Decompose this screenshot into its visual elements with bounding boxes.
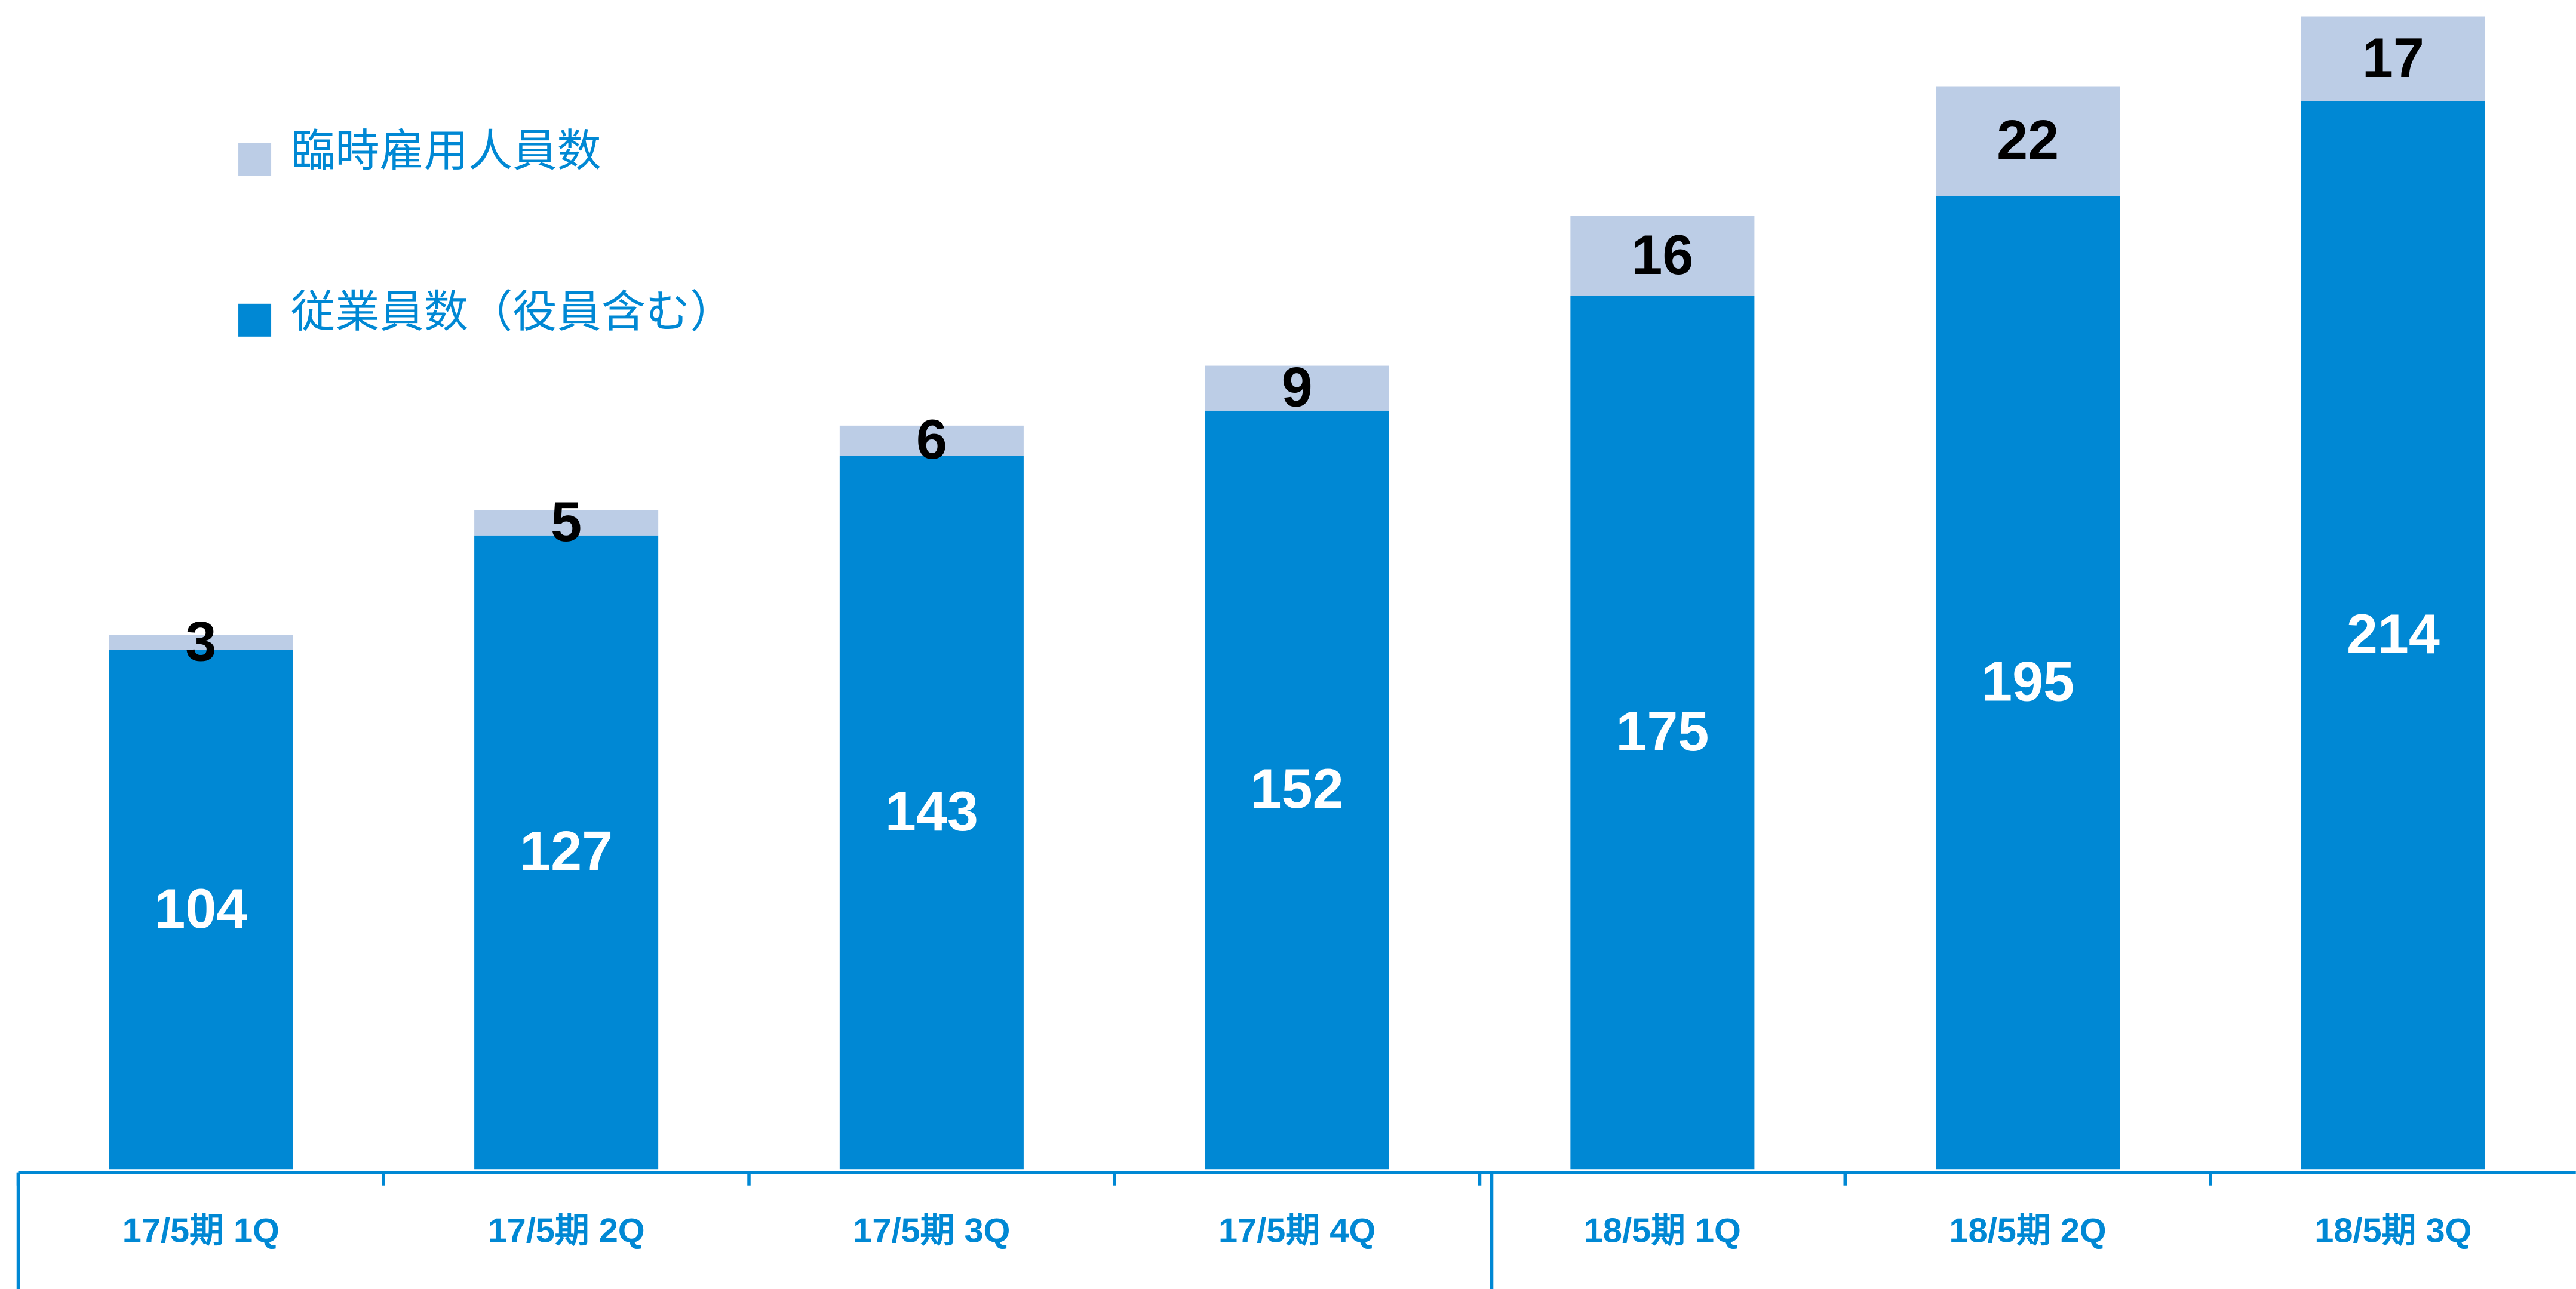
data-label: 143: [885, 780, 978, 842]
x-tick-label: 17/5期 2Q: [488, 1212, 645, 1250]
x-tick-label: 17/5期 4Q: [1218, 1212, 1375, 1250]
bar-segment: [474, 510, 659, 536]
x-tick-label: 17/5期 1Q: [122, 1212, 280, 1250]
bar-segment: [1205, 365, 1389, 411]
x-tick-label: 18/5期 3Q: [2314, 1212, 2471, 1250]
legend-label: 従業員数（役員含む）: [291, 287, 735, 337]
data-label: 152: [1251, 757, 1344, 820]
data-label: 9: [1282, 355, 1313, 418]
data-label: 16: [1631, 223, 1693, 286]
data-label: 3: [185, 610, 216, 673]
bar-segment: [474, 535, 659, 1170]
bar-segment: [839, 456, 1024, 1170]
data-label: 175: [1616, 700, 1709, 762]
bar-segment: [1570, 216, 1755, 296]
bar-segment: [1936, 86, 2120, 196]
x-tick-label: 18/5期 1Q: [1584, 1212, 1741, 1250]
bar-segment: [109, 635, 293, 650]
data-label: 22: [1997, 109, 2059, 171]
x-tick-label: 18/5期 2Q: [1949, 1212, 2107, 1250]
data-label: 214: [2347, 602, 2440, 665]
bar-segment: [109, 650, 293, 1170]
bar-segment: [2301, 16, 2485, 101]
bar-segment: [1936, 196, 2120, 1170]
bar-segment: [839, 425, 1024, 456]
legend-label: 臨時雇用人員数: [291, 126, 601, 176]
data-label: 5: [551, 490, 582, 553]
bar-segment: [1570, 296, 1755, 1170]
data-label: 127: [520, 820, 613, 882]
bar-segment: [2301, 101, 2485, 1170]
data-label: 195: [1981, 650, 2074, 713]
data-label: 6: [916, 408, 947, 470]
data-label: 17: [2362, 26, 2424, 89]
legend-swatch: [238, 143, 272, 176]
data-label: 104: [154, 877, 247, 940]
x-tick-label: 17/5期 3Q: [853, 1212, 1010, 1250]
bar-segment: [1205, 410, 1389, 1170]
legend-swatch: [238, 303, 272, 337]
